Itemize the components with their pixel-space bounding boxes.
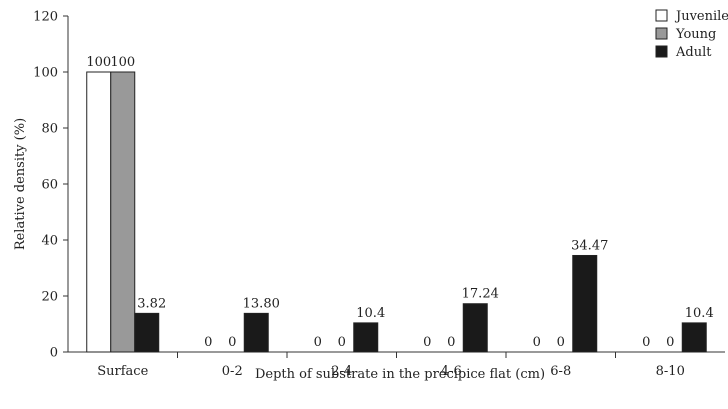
data-label: 100: [86, 55, 111, 70]
data-label: 3.82: [137, 296, 166, 311]
legend-label: Juvenile: [674, 9, 728, 24]
data-label: 10.4: [356, 306, 385, 321]
data-label: 100: [110, 55, 135, 70]
legend-swatch: [655, 27, 668, 40]
y-tick-label: 80: [41, 122, 58, 137]
legend-label: Young: [675, 27, 716, 42]
bar-adult-6-8: [572, 254, 598, 353]
x-tick-label: 0-2: [222, 364, 243, 379]
data-label: 0: [557, 335, 565, 350]
bar-adult-0-2: [243, 312, 269, 353]
x-tick-label: Surface: [97, 364, 148, 379]
data-label: 0: [642, 335, 650, 350]
y-tick-label: 20: [41, 290, 58, 305]
y-tick-label: 120: [33, 10, 58, 25]
bar-juvenile-surface: [86, 71, 112, 353]
legend: Juvenile Young Adult: [655, 9, 728, 60]
data-label: 10.4: [685, 306, 714, 321]
bar-adult-8-10: [681, 322, 707, 353]
bar-adult-surface: [134, 312, 160, 353]
x-tick-label: 2-4: [331, 364, 352, 379]
legend-swatch: [655, 9, 668, 22]
data-label: 0: [533, 335, 541, 350]
bar-adult-2-4: [353, 322, 379, 353]
y-tick-label: 60: [41, 178, 58, 193]
bar-adult-4-6: [462, 303, 488, 353]
data-label: 0: [447, 335, 455, 350]
x-tick-label: 8-10: [656, 364, 685, 379]
data-label: 0: [338, 335, 346, 350]
x-tick-label: 4-6: [441, 364, 462, 379]
y-tick-label: 40: [41, 234, 58, 249]
y-tick-label: 0: [50, 346, 58, 361]
axes: 0 20 40 60 80 100 120 Surface 0-2 2-4 4-6 6-8 8-10: [33, 10, 725, 379]
data-label: 0: [666, 335, 674, 350]
x-tick-label: 6-8: [550, 364, 571, 379]
y-tick-label: 100: [33, 66, 58, 81]
bar-young-surface: [110, 71, 136, 353]
y-axis-title: Relative density (%): [13, 118, 28, 250]
legend-label: Adult: [675, 45, 712, 60]
data-label: 0: [228, 335, 236, 350]
data-label: 0: [314, 335, 322, 350]
data-label: 13.80: [243, 296, 280, 311]
data-label: 0: [204, 335, 212, 350]
bars: [86, 71, 707, 353]
data-label: 34.47: [571, 238, 608, 253]
data-label: 0: [423, 335, 431, 350]
data-label: 17.24: [462, 287, 499, 302]
legend-swatch: [655, 45, 668, 58]
x-axis-title: Depth of substrate in the precipice flat…: [255, 367, 545, 382]
